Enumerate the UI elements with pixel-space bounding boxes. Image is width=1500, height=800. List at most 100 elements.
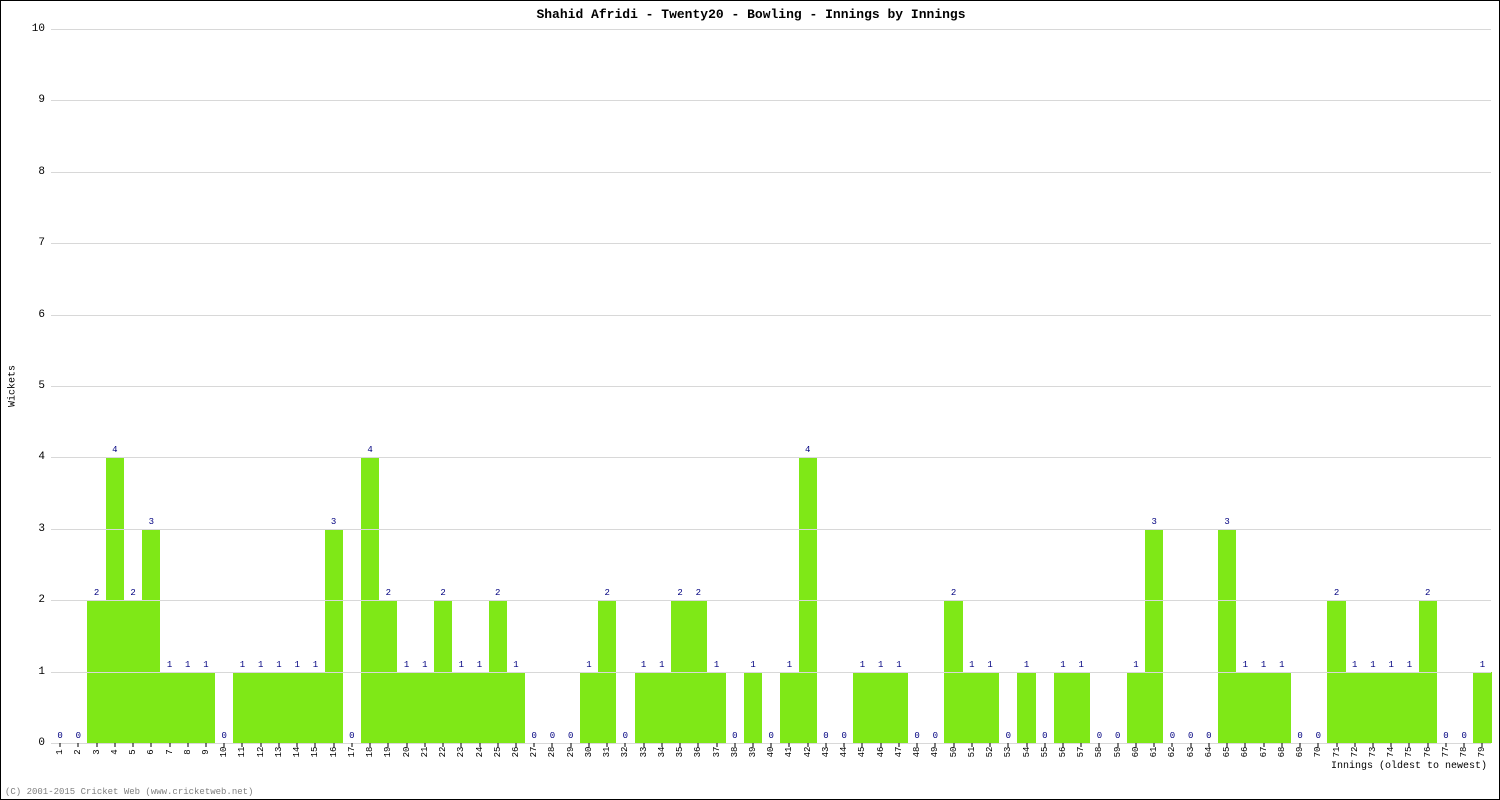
x-tick-label: 69 xyxy=(1295,747,1305,758)
bar xyxy=(1254,672,1272,743)
bar-value-label: 1 xyxy=(1279,660,1284,670)
x-tick-slot: 52 xyxy=(981,743,999,761)
bar-value-label: 3 xyxy=(331,517,336,527)
x-tick-label: 45 xyxy=(857,747,867,758)
bar-value-label: 0 xyxy=(57,731,62,741)
chart-frame: Shahid Afridi - Twenty20 - Bowling - Inn… xyxy=(0,0,1500,800)
x-tick-label: 42 xyxy=(803,747,813,758)
x-tick-slot: 67 xyxy=(1254,743,1272,761)
bar-value-label: 1 xyxy=(240,660,245,670)
bar-value-label: 1 xyxy=(878,660,883,670)
x-tick-slot: 31 xyxy=(598,743,616,761)
x-tick-label: 52 xyxy=(985,747,995,758)
x-tick-label: 50 xyxy=(949,747,959,758)
x-tick-slot: 72 xyxy=(1346,743,1364,761)
bar-value-label: 1 xyxy=(1389,660,1394,670)
x-tick-label: 6 xyxy=(146,749,156,754)
x-tick-mark xyxy=(96,743,97,747)
bar-value-label: 2 xyxy=(495,588,500,598)
x-tick-slot: 45 xyxy=(853,743,871,761)
bar-value-label: 1 xyxy=(787,660,792,670)
bar-value-label: 0 xyxy=(222,731,227,741)
x-tick-slot: 5 xyxy=(124,743,142,761)
x-tick-mark xyxy=(114,743,115,747)
x-tick-label: 65 xyxy=(1222,747,1232,758)
bar-value-label: 1 xyxy=(1133,660,1138,670)
bar-value-label: 0 xyxy=(568,731,573,741)
x-tick-label: 4 xyxy=(110,749,120,754)
bar xyxy=(1273,672,1291,743)
bar xyxy=(1072,672,1090,743)
bar-value-label: 0 xyxy=(841,731,846,741)
bar xyxy=(325,529,343,743)
x-tick-slot: 17 xyxy=(343,743,361,761)
x-tick-slot: 37 xyxy=(707,743,725,761)
x-tick-label: 32 xyxy=(620,747,630,758)
x-tick-label: 48 xyxy=(912,747,922,758)
bar xyxy=(1054,672,1072,743)
x-tick-slot: 65 xyxy=(1218,743,1236,761)
y-tick-label: 2 xyxy=(5,594,45,606)
y-tick-label: 6 xyxy=(5,309,45,321)
x-tick-label: 72 xyxy=(1350,747,1360,758)
x-tick-label: 61 xyxy=(1149,747,1159,758)
bar-value-label: 1 xyxy=(1079,660,1084,670)
x-tick-label: 2 xyxy=(73,749,83,754)
bar xyxy=(890,672,908,743)
x-tick-slot: 14 xyxy=(288,743,306,761)
x-tick-slot: 47 xyxy=(890,743,908,761)
bar-value-label: 0 xyxy=(76,731,81,741)
bar-value-label: 1 xyxy=(203,660,208,670)
bar-value-label: 0 xyxy=(1461,731,1466,741)
x-tick-slot: 1 xyxy=(51,743,69,761)
x-tick-slot: 10 xyxy=(215,743,233,761)
bar-value-label: 3 xyxy=(1151,517,1156,527)
bar-value-label: 0 xyxy=(914,731,919,741)
bar-value-label: 0 xyxy=(1115,731,1120,741)
x-tick-label: 5 xyxy=(128,749,138,754)
bar xyxy=(197,672,215,743)
x-tick-label: 41 xyxy=(784,747,794,758)
x-tick-label: 64 xyxy=(1204,747,1214,758)
bar-value-label: 1 xyxy=(1352,660,1357,670)
x-tick-label: 20 xyxy=(402,747,412,758)
x-tick-label: 14 xyxy=(292,747,302,758)
x-tick-label: 36 xyxy=(693,747,703,758)
x-tick-label: 3 xyxy=(92,749,102,754)
x-tick-label: 57 xyxy=(1076,747,1086,758)
bar-value-label: 1 xyxy=(896,660,901,670)
x-tick-label: 59 xyxy=(1113,747,1123,758)
x-tick-label: 46 xyxy=(876,747,886,758)
bar-value-label: 4 xyxy=(367,445,372,455)
x-tick-label: 38 xyxy=(730,747,740,758)
bar-value-label: 1 xyxy=(987,660,992,670)
bar-value-label: 1 xyxy=(294,660,299,670)
bar xyxy=(1236,672,1254,743)
y-tick-label: 1 xyxy=(5,666,45,678)
x-tick-label: 67 xyxy=(1259,747,1269,758)
x-tick-label: 23 xyxy=(456,747,466,758)
bar-value-label: 1 xyxy=(750,660,755,670)
bar-value-label: 3 xyxy=(1224,517,1229,527)
x-tick-label: 16 xyxy=(329,747,339,758)
bar-value-label: 0 xyxy=(823,731,828,741)
x-tick-slot: 30 xyxy=(580,743,598,761)
bar-value-label: 1 xyxy=(1480,660,1485,670)
x-tick-mark xyxy=(187,743,188,747)
x-tick-label: 13 xyxy=(274,747,284,758)
chart-title: Shahid Afridi - Twenty20 - Bowling - Inn… xyxy=(1,7,1500,22)
bar xyxy=(452,672,470,743)
x-tick-slot: 12 xyxy=(252,743,270,761)
x-tick-label: 24 xyxy=(475,747,485,758)
x-tick-slot: 40 xyxy=(762,743,780,761)
bar-value-label: 0 xyxy=(1206,731,1211,741)
bar xyxy=(963,672,981,743)
bar xyxy=(580,672,598,743)
x-tick-slot: 61 xyxy=(1145,743,1163,761)
bar-value-label: 1 xyxy=(1060,660,1065,670)
bar xyxy=(416,672,434,743)
bar xyxy=(872,672,890,743)
x-tick-mark xyxy=(133,743,134,747)
bar xyxy=(780,672,798,743)
bar xyxy=(160,672,178,743)
